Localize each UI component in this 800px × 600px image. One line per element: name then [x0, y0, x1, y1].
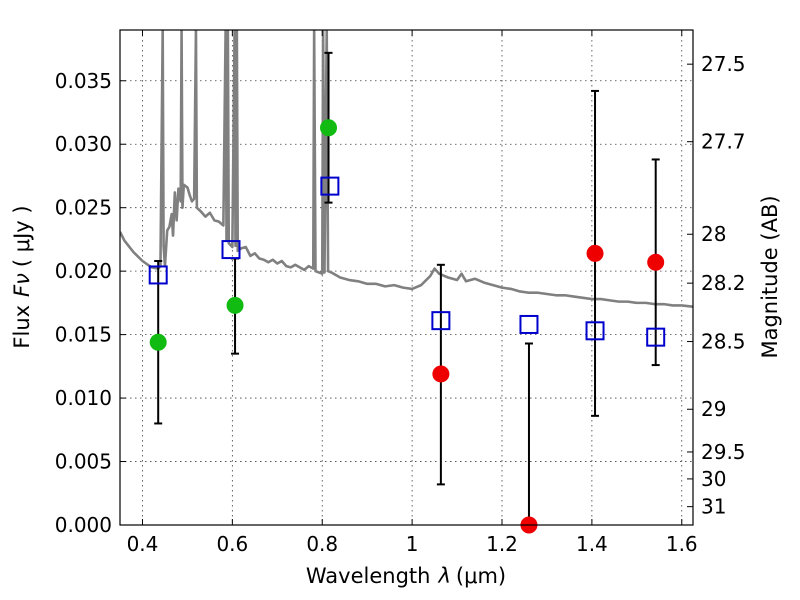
- y-tick-label: 0.020: [55, 259, 112, 283]
- y2-tick-label: 28.5: [701, 330, 746, 354]
- y-tick-label: 0.015: [55, 323, 112, 347]
- ticks: 0.4 0.6 0.8 1 1.2 1.4 1.6 0.000 0.005 0.010 0.015 0…: [55, 30, 746, 556]
- model-photometry-square: [585, 321, 605, 341]
- model-photometry-square: [646, 327, 666, 347]
- y-tick-label: 0.025: [55, 196, 112, 220]
- y2-tick-label: 27.5: [701, 52, 746, 76]
- y-tick-label: 0.010: [55, 386, 112, 410]
- y-tick-label: 0.000: [55, 513, 112, 537]
- measurement-point-green: [320, 119, 338, 137]
- grid: [120, 30, 693, 526]
- y2-tick-label: 28: [701, 222, 726, 246]
- y-axis-title: FluxFν( μJy ): [10, 205, 34, 348]
- model-photometry-square: [519, 314, 539, 334]
- x-tick-label: 0.6: [216, 532, 248, 556]
- model-photometry-square: [431, 311, 451, 331]
- y2-axis-title: Magnitude (AB): [758, 195, 782, 358]
- model-photometry-square: [148, 265, 168, 285]
- sed-model-curve: [120, 30, 693, 308]
- y2-tick-label: 30: [701, 467, 726, 491]
- measurement-layer: [149, 119, 665, 534]
- y2-tick-label: 27.7: [701, 130, 746, 154]
- y-tick-label: 0.030: [55, 132, 112, 156]
- measurement-point-green: [226, 296, 244, 314]
- y2-tick-label: 31: [701, 495, 726, 519]
- model-photometry-layer: [148, 176, 666, 347]
- measurement-point-red: [432, 365, 450, 383]
- model-photometry-square: [221, 240, 241, 260]
- y2-tick-label: 29: [701, 397, 726, 421]
- model-photometry-square: [320, 176, 340, 196]
- y-tick-label: 0.035: [55, 69, 112, 93]
- x-tick-label: 0.4: [127, 532, 159, 556]
- x-tick-label: 1.2: [486, 532, 518, 556]
- x-tick-label: 1: [406, 532, 419, 556]
- measurement-point-red: [586, 244, 604, 262]
- y2-tick-label: 29.5: [701, 440, 746, 464]
- sed-curve-layer: [120, 30, 693, 308]
- measurement-point-green: [149, 333, 167, 351]
- x-tick-label: 1.6: [666, 532, 698, 556]
- x-tick-label: 0.8: [306, 532, 338, 556]
- y-tick-label: 0.005: [55, 450, 112, 474]
- plot-frame: [119, 29, 694, 526]
- x-axis-title: Wavelength λ (μm): [306, 564, 506, 588]
- x-tick-label: 1.4: [576, 532, 608, 556]
- y2-tick-label: 28.2: [701, 271, 746, 295]
- measurement-point-red: [647, 253, 665, 271]
